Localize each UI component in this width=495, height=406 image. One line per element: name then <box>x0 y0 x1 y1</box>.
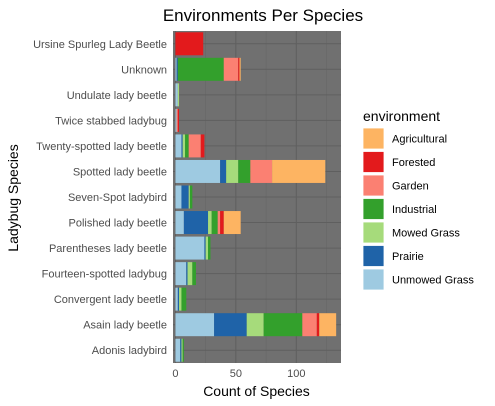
legend-label: Forested <box>392 157 435 169</box>
legend-key <box>363 269 384 290</box>
legend-label: Industrial <box>392 204 437 216</box>
x-tick-label: 0 <box>172 368 178 380</box>
bar-garden <box>218 211 220 234</box>
legend-key <box>363 246 384 267</box>
y-tick-label: Parentheses lady beetle <box>49 243 167 255</box>
bar-mowed-grass <box>178 83 179 106</box>
y-axis-title: Ladybug Species <box>5 144 21 251</box>
bar-mowed-grass <box>181 339 182 362</box>
legend-label: Agricultural <box>392 134 447 146</box>
bar-unmowed-grass <box>175 160 220 183</box>
legend-title: environment <box>363 108 440 124</box>
bar-industrial <box>178 58 224 81</box>
legend-label: Unmowed Grass <box>392 275 474 287</box>
y-tick-label: Polished lady beetle <box>69 218 167 230</box>
bar-industrial <box>208 237 210 260</box>
bar-mowed-grass <box>179 288 181 311</box>
bar-prairie <box>181 134 182 157</box>
bar-mowed-grass <box>208 211 212 234</box>
legend-key <box>363 175 384 196</box>
legend-key <box>363 152 384 173</box>
y-tick-labels: Adonis ladybird Asain lady beetle Converge… <box>33 39 167 357</box>
bar-unmowed-grass <box>175 109 176 132</box>
bar-agricultural <box>239 58 240 81</box>
bar-industrial <box>183 339 184 362</box>
bar-unmowed-grass <box>175 313 214 336</box>
y-tick-label: Adonis ladybird <box>92 345 167 357</box>
legend-label: Garden <box>392 181 429 193</box>
x-axis-title: Count of Species <box>203 383 310 399</box>
bar-unmowed-grass <box>175 134 181 157</box>
bar-garden <box>250 160 272 183</box>
bar-industrial <box>212 211 218 234</box>
bar-unmowed-grass <box>175 288 177 311</box>
bar-industrial <box>185 134 189 157</box>
bar-unmowed-grass <box>175 83 177 106</box>
bar-prairie <box>180 339 181 362</box>
bar-prairie <box>214 313 247 336</box>
legend-key <box>363 199 384 220</box>
y-tick-label: Spotted lady beetle <box>73 166 167 178</box>
y-tick-label: Unknown <box>121 64 167 76</box>
bar-prairie <box>184 211 208 234</box>
bar-forested <box>220 211 224 234</box>
y-tick-label: Seven-Spot ladybird <box>68 192 167 204</box>
bar-industrial <box>190 186 192 209</box>
legend: environment Agricultural Forested Garden In… <box>363 108 474 290</box>
x-tick-label: 50 <box>230 368 242 380</box>
bar-garden <box>189 134 201 157</box>
bar-unmowed-grass <box>175 211 183 234</box>
bar-agricultural <box>224 211 241 234</box>
bar-prairie <box>220 160 226 183</box>
y-tick-label: Twenty-spotted lady beetle <box>36 141 167 153</box>
bar-forested <box>238 58 239 81</box>
x-tick-labels: 0 50 100 <box>172 368 305 380</box>
legend-label: Mowed Grass <box>392 228 460 240</box>
bar-forested <box>317 313 319 336</box>
y-tick-label: Twice stabbed ladybug <box>55 115 167 127</box>
bar-agricultural <box>319 313 336 336</box>
bar-garden <box>177 109 178 132</box>
bar-unmowed-grass <box>175 58 176 81</box>
legend-key <box>363 222 384 243</box>
bar-unmowed-grass <box>175 186 181 209</box>
y-tick-label: Fourteen-spotted ladybug <box>42 269 167 281</box>
x-tick-label: 100 <box>287 368 305 380</box>
y-tick-label: Undulate lady beetle <box>67 90 167 102</box>
chart-title: Environments Per Species <box>163 6 363 25</box>
bar-prairie <box>204 237 205 260</box>
bar-mowed-grass <box>206 237 208 260</box>
bar-industrial <box>238 160 250 183</box>
bar-unmowed-grass <box>175 237 204 260</box>
bar-garden <box>224 58 239 81</box>
bar-industrial <box>192 262 196 285</box>
bar-garden <box>302 313 317 336</box>
bar-prairie <box>186 262 187 285</box>
bar-industrial <box>181 288 186 311</box>
bar-mowed-grass <box>189 186 190 209</box>
bar-mowed-grass <box>226 160 238 183</box>
y-tick-label: Ursine Spurleg Lady Beetle <box>33 39 167 51</box>
bar-forested <box>175 32 203 55</box>
bar-prairie <box>178 288 179 311</box>
legend-label: Prairie <box>392 251 424 263</box>
bar-forested <box>178 109 179 132</box>
bar-forested <box>201 134 205 157</box>
bar-mowed-grass <box>247 313 264 336</box>
bar-mowed-grass <box>188 262 193 285</box>
bar-prairie <box>177 58 178 81</box>
y-tick-label: Convergent lady beetle <box>54 294 167 306</box>
bar-mowed-grass <box>183 134 185 157</box>
bar-unmowed-grass <box>175 339 180 362</box>
bar-industrial <box>264 313 303 336</box>
bar-unmowed-grass <box>175 262 186 285</box>
bar-prairie <box>181 186 188 209</box>
legend-key <box>363 128 384 149</box>
y-tick-label: Asain lady beetle <box>83 320 167 332</box>
bar-agricultural <box>272 160 325 183</box>
